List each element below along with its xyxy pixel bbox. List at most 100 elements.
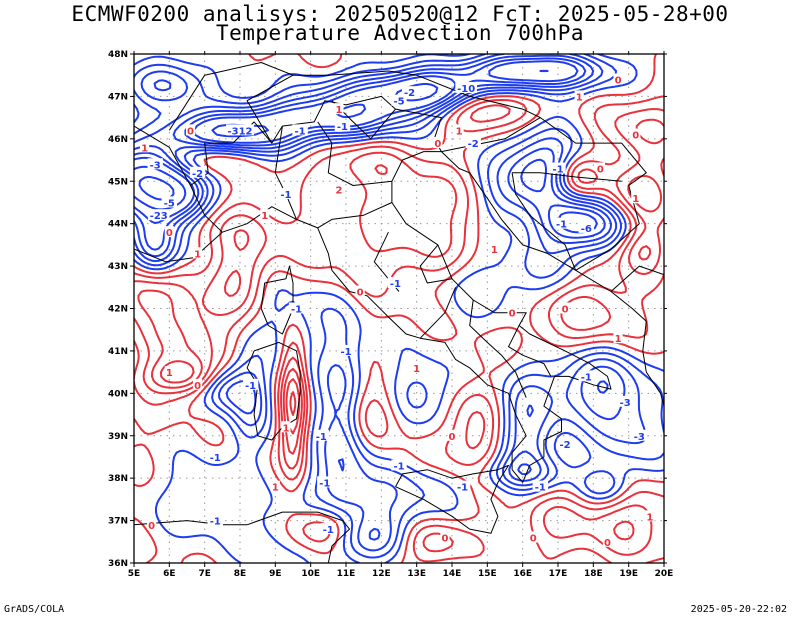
- contour-label: -2: [560, 440, 571, 451]
- contour-label-bg: [454, 480, 471, 492]
- contour-label: -1: [457, 483, 468, 494]
- y-tick-label: 39N: [108, 432, 128, 442]
- contour-label-bg: [313, 429, 329, 441]
- contour-label-bg: [207, 450, 223, 462]
- contour-label: -1: [295, 126, 306, 137]
- x-tick-label: 5E: [128, 569, 140, 579]
- x-tick-label: 15E: [478, 569, 497, 579]
- country-border: [317, 202, 393, 229]
- contour-label-bg: [281, 421, 291, 433]
- contour-label-bg: [455, 81, 477, 93]
- contour-label: 1: [194, 249, 201, 260]
- contour-label: 0: [441, 534, 448, 545]
- cold-advection-contour: [134, 54, 664, 563]
- contour-label: -3: [620, 398, 631, 409]
- contour-label: 1: [576, 92, 583, 103]
- contour-label-bg: [242, 378, 259, 390]
- x-tick-label: 11E: [337, 569, 356, 579]
- contour-label-bg: [613, 73, 623, 85]
- contour-label-bg: [557, 438, 573, 450]
- y-tick-label: 38N: [108, 474, 128, 484]
- contour-label: -3: [150, 160, 161, 171]
- contour-label-bg: [489, 243, 499, 255]
- contour-label-bg: [645, 510, 655, 522]
- country-border: [419, 287, 456, 339]
- contour-label-bg: [433, 137, 443, 149]
- contour-label: 1: [166, 368, 173, 379]
- contour-label-bg: [532, 480, 549, 492]
- contour-label: 0: [604, 538, 611, 549]
- contour-label: 0: [449, 432, 456, 443]
- contour-label-bg: [355, 285, 365, 297]
- contour-label-bg: [447, 429, 457, 441]
- contour-label: -1: [581, 372, 592, 383]
- contour-label: -23: [150, 211, 168, 222]
- country-border: [260, 265, 294, 335]
- contour-label-bg: [334, 183, 344, 195]
- country-border: [512, 172, 622, 182]
- cold-advection-contour: [134, 54, 647, 552]
- contour-label-bg: [260, 209, 270, 221]
- country-border: [511, 172, 577, 271]
- contour-label: 0: [166, 228, 173, 239]
- contour-label: -1: [393, 461, 404, 472]
- contour-label-bg: [207, 514, 223, 526]
- x-tick-label: 18E: [584, 569, 603, 579]
- contour-label-bg: [387, 277, 404, 289]
- contour-label: 2: [335, 186, 342, 197]
- contour-field: [134, 54, 664, 563]
- y-tick-label: 47N: [108, 92, 128, 102]
- axis-ticks: 5E 6E 7E 8E 9E 10E 11E 12E 13E 14E 15E 16E 17E 18E 19E…: [108, 50, 673, 579]
- y-tick-label: 44N: [108, 220, 128, 230]
- y-tick-label: 42N: [108, 305, 128, 315]
- chart-title: ECMWF0200 analisys: 20250520@12 FcT: 202…: [71, 2, 729, 26]
- country-border: [469, 299, 527, 398]
- contour-label-bg: [338, 344, 354, 356]
- country-border: [134, 125, 191, 186]
- contour-label: -6: [581, 224, 592, 235]
- contour-label: 0: [509, 309, 516, 320]
- contour-label-bg: [613, 332, 623, 344]
- x-tick-label: 7E: [198, 569, 210, 579]
- chart-subtitle: Temperature Advection 700hPa: [215, 21, 584, 45]
- contour-label: 0: [187, 126, 194, 137]
- contour-label-bg: [578, 221, 594, 233]
- contour-label-bg: [317, 476, 333, 488]
- contour-label: -1: [291, 305, 302, 316]
- contour-label-bg: [617, 395, 633, 407]
- x-tick-label: 6E: [163, 569, 175, 579]
- contour-label-bg: [334, 120, 351, 132]
- contour-label-bg: [320, 523, 337, 535]
- contour-label-bg: [391, 94, 407, 106]
- contour-label: -2: [192, 169, 203, 180]
- y-tick-label: 48N: [108, 50, 128, 60]
- x-tick-label: 10E: [301, 569, 320, 579]
- footer-credit: GrADS/COLA: [4, 604, 65, 615]
- country-border: [168, 62, 294, 131]
- y-tick-label: 37N: [108, 517, 128, 527]
- cold-advection-contour: [134, 54, 664, 559]
- x-tick-label: 19E: [619, 569, 638, 579]
- contour-label-bg: [550, 162, 566, 174]
- map-background: [134, 54, 664, 563]
- contour-label: 1: [632, 194, 639, 205]
- contour-label: -312: [227, 126, 252, 137]
- contour-label: -5: [393, 97, 404, 108]
- y-tick-label: 43N: [108, 262, 128, 272]
- y-tick-label: 41N: [108, 347, 128, 357]
- x-tick-label: 16E: [513, 569, 532, 579]
- contour-label: -1: [552, 165, 563, 176]
- contour-label-bg: [185, 124, 196, 136]
- contour-label-bg: [147, 158, 163, 170]
- contour-label: -1: [245, 381, 256, 392]
- contour-label: -2: [404, 88, 415, 99]
- contour-label-bg: [631, 192, 641, 204]
- contour-label-bg: [412, 361, 422, 373]
- contour-label-bg: [270, 480, 280, 492]
- contour-label: -10: [457, 84, 475, 95]
- country-border: [610, 265, 664, 292]
- contour-label: 1: [272, 483, 279, 494]
- cold-advection-contour: [134, 54, 626, 541]
- warm-advection-contour: [134, 104, 664, 556]
- contour-label-bg: [631, 429, 647, 441]
